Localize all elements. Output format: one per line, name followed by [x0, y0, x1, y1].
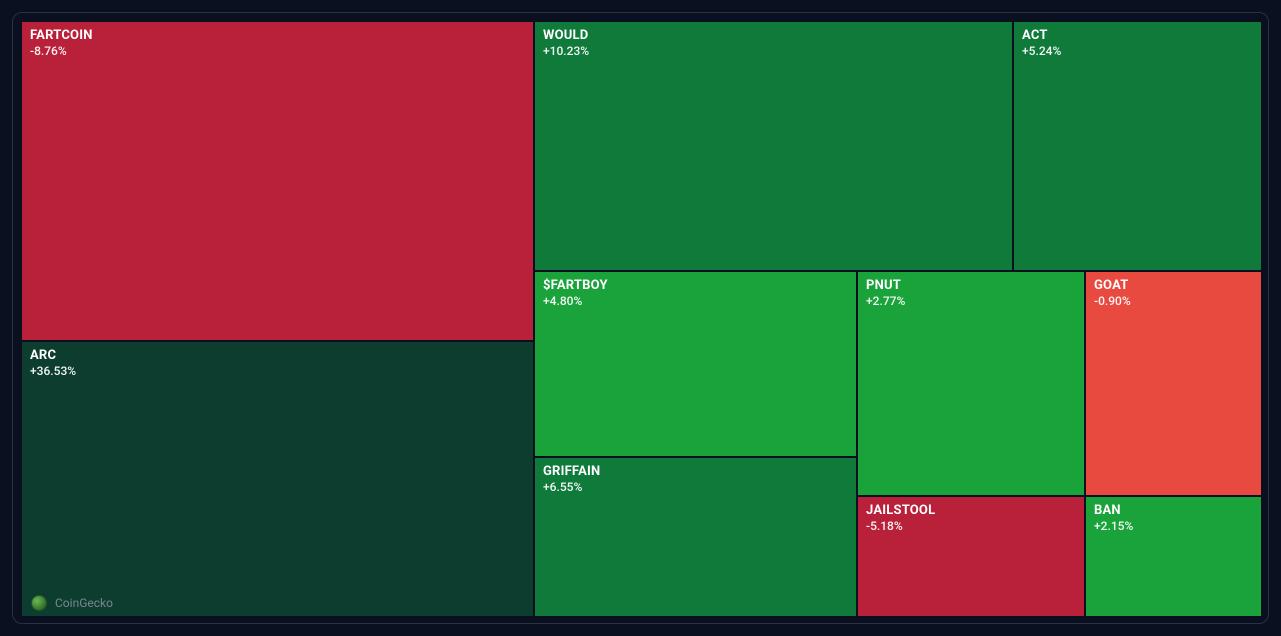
- treemap-cell-fartcoin[interactable]: FARTCOIN-8.76%: [21, 21, 534, 341]
- treemap-cell-pnut[interactable]: PNUT+2.77%: [857, 271, 1085, 496]
- cell-percent: +2.77%: [866, 294, 1076, 310]
- cell-percent: +4.80%: [543, 294, 848, 310]
- chart-frame: FARTCOIN-8.76%ARC+36.53%WOULD+10.23%ACT+…: [12, 12, 1269, 624]
- treemap-cell-griffain[interactable]: GRIFFAIN+6.55%: [534, 457, 857, 617]
- treemap-cell-ban[interactable]: BAN+2.15%: [1085, 496, 1262, 617]
- cell-symbol: WOULD: [543, 28, 1004, 44]
- cell-symbol: ARC: [30, 348, 525, 364]
- cell-percent: +2.15%: [1094, 519, 1253, 535]
- cell-symbol: PNUT: [866, 278, 1076, 294]
- cell-percent: +10.23%: [543, 44, 1004, 60]
- treemap: FARTCOIN-8.76%ARC+36.53%WOULD+10.23%ACT+…: [21, 21, 1262, 617]
- cell-symbol: GRIFFAIN: [543, 464, 848, 480]
- cell-percent: +36.53%: [30, 364, 525, 380]
- cell-symbol: ACT: [1022, 28, 1253, 44]
- cell-percent: +6.55%: [543, 480, 848, 496]
- cell-percent: -5.18%: [866, 519, 1076, 535]
- treemap-cell-would[interactable]: WOULD+10.23%: [534, 21, 1013, 271]
- treemap-cell-fartboy[interactable]: $FARTBOY+4.80%: [534, 271, 857, 457]
- treemap-cell-act[interactable]: ACT+5.24%: [1013, 21, 1262, 271]
- cell-symbol: JAILSTOOL: [866, 503, 1076, 519]
- cell-symbol: BAN: [1094, 503, 1253, 519]
- cell-symbol: $FARTBOY: [543, 278, 848, 294]
- treemap-cell-arc[interactable]: ARC+36.53%: [21, 341, 534, 617]
- cell-percent: -8.76%: [30, 44, 525, 60]
- cell-percent: +5.24%: [1022, 44, 1253, 60]
- cell-symbol: FARTCOIN: [30, 28, 525, 44]
- treemap-cell-goat[interactable]: GOAT-0.90%: [1085, 271, 1262, 496]
- cell-percent: -0.90%: [1094, 294, 1253, 310]
- cell-symbol: GOAT: [1094, 278, 1253, 294]
- treemap-cell-jailstool[interactable]: JAILSTOOL-5.18%: [857, 496, 1085, 617]
